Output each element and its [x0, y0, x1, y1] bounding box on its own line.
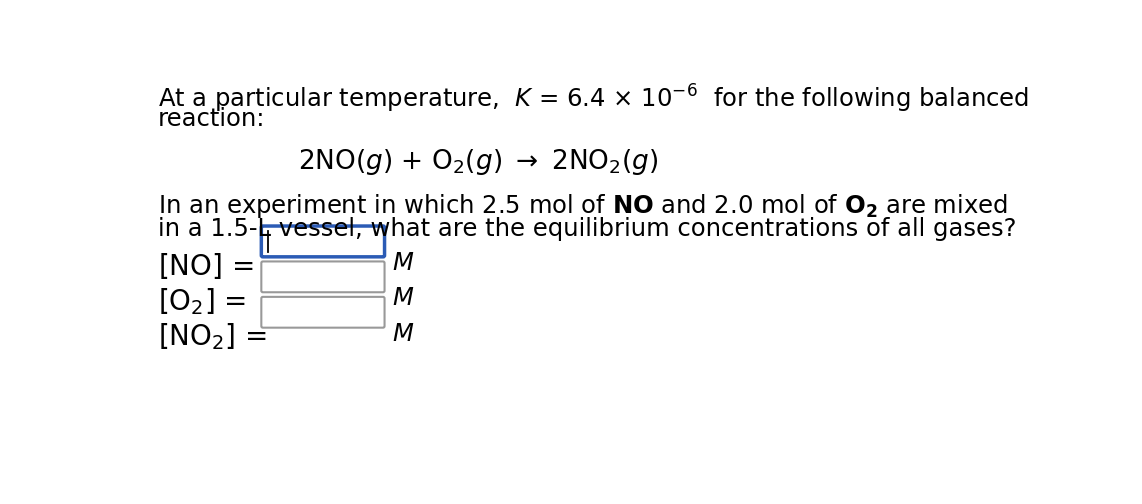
Text: $M$: $M$ — [393, 286, 415, 310]
Text: $[\mathrm{NO}]$ =: $[\mathrm{NO}]$ = — [159, 250, 254, 281]
Text: reaction:: reaction: — [159, 107, 266, 132]
FancyBboxPatch shape — [262, 262, 385, 292]
Text: $M$: $M$ — [393, 322, 415, 346]
FancyBboxPatch shape — [262, 297, 385, 328]
Text: $M$: $M$ — [393, 250, 415, 275]
Text: $[\mathrm{O_2}]$ =: $[\mathrm{O_2}]$ = — [159, 286, 247, 317]
Text: in a 1.5-L vessel, what are the equilibrium concentrations of all gases?: in a 1.5-L vessel, what are the equilibr… — [159, 217, 1016, 241]
Text: $[\mathrm{NO_2}]$ =: $[\mathrm{NO_2}]$ = — [159, 322, 267, 352]
FancyBboxPatch shape — [262, 226, 385, 257]
Text: 2NO($g$) + O$_2$($g$) $\rightarrow$ 2NO$_2$($g$): 2NO($g$) + O$_2$($g$) $\rightarrow$ 2NO$… — [298, 148, 658, 177]
Text: At a particular temperature,  $\mathit{K}$ = 6.4 $\times$ 10$^{-6}$  for the fol: At a particular temperature, $\mathit{K}… — [159, 83, 1029, 115]
Text: In an experiment in which 2.5 mol of $\mathbf{NO}$ and 2.0 mol of $\mathbf{O_2}$: In an experiment in which 2.5 mol of $\m… — [159, 192, 1008, 220]
